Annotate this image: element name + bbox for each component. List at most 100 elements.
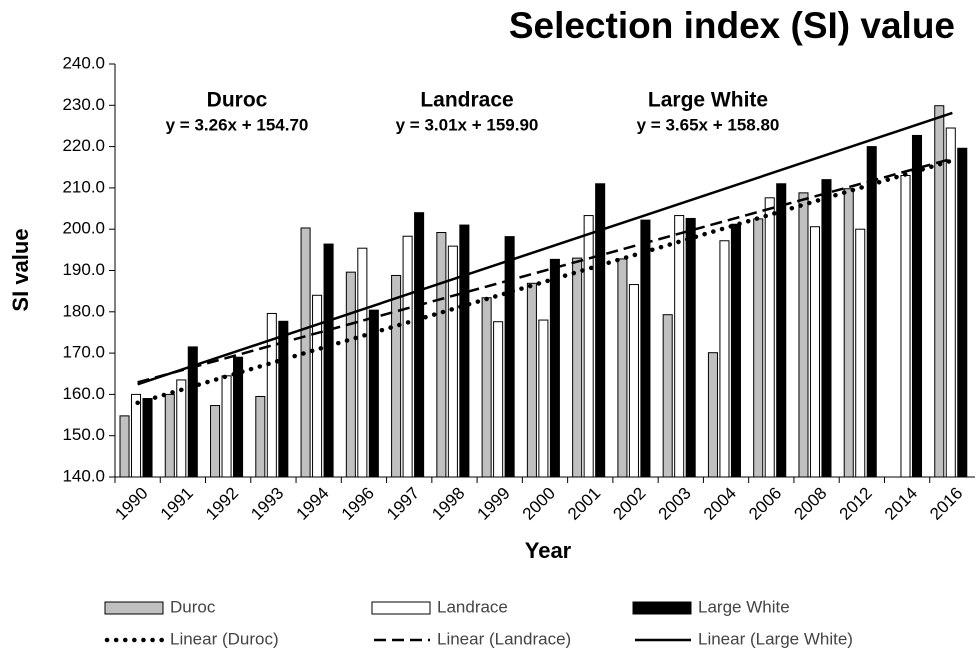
bar [730, 223, 741, 478]
bar [233, 356, 244, 478]
bar [753, 218, 764, 478]
bar [945, 127, 956, 478]
bar [266, 312, 277, 478]
bar [255, 395, 266, 478]
chart-title: Selection index (SI) value [509, 5, 955, 46]
series-header: Landrace [420, 89, 513, 112]
bar [707, 352, 718, 478]
y-tick-label: 240.0 [62, 53, 105, 72]
trendline [135, 158, 955, 406]
bar [402, 235, 413, 478]
legend-label: Landrace [437, 597, 508, 616]
bar [900, 175, 911, 478]
bar [662, 314, 673, 478]
x-tick-label: 1997 [383, 484, 423, 524]
y-tick-label: 170.0 [62, 343, 105, 362]
equation: y = 3.01x + 159.90 [396, 115, 539, 134]
bar [119, 415, 130, 478]
bar [221, 375, 232, 478]
bar [493, 321, 504, 478]
legend-label: Linear (Duroc) [170, 629, 279, 648]
bar [164, 393, 175, 478]
bar [368, 309, 379, 478]
bar [504, 236, 515, 478]
x-tick-label: 1992 [202, 484, 242, 524]
y-axis-label: SI value [8, 228, 33, 311]
y-tick-label: 220.0 [62, 136, 105, 155]
x-tick-label: 1996 [338, 484, 378, 524]
y-tick-label: 210.0 [62, 177, 105, 196]
bar [855, 228, 866, 478]
x-tick-label: 2004 [700, 484, 740, 524]
x-tick-label: 1994 [293, 484, 333, 524]
bar [911, 134, 923, 478]
x-tick-label: 2002 [609, 484, 649, 524]
bar [210, 405, 221, 478]
x-tick-label: 2003 [655, 484, 695, 524]
bar [628, 284, 639, 478]
bar [131, 393, 142, 478]
bar [187, 346, 198, 478]
bar [764, 197, 775, 478]
y-tick-label: 150.0 [62, 425, 105, 444]
bar [391, 274, 402, 478]
bar [583, 215, 594, 478]
x-tick-label: 1993 [247, 484, 287, 524]
x-tick-label: 1999 [474, 484, 514, 524]
bar [345, 271, 356, 478]
legend-label: Linear (Large White) [698, 629, 853, 648]
y-tick-label: 200.0 [62, 219, 105, 238]
y-tick-label: 180.0 [62, 301, 105, 320]
trendline [137, 157, 953, 384]
y-tick-label: 230.0 [62, 95, 105, 114]
bar [176, 379, 187, 478]
bar [866, 146, 877, 478]
bar [414, 212, 425, 478]
bar [278, 320, 289, 478]
x-tick-label: 2008 [790, 484, 830, 524]
bar [447, 245, 458, 478]
x-axis-label: Year [525, 538, 572, 563]
bar [357, 247, 368, 478]
x-tick-label: 2000 [519, 484, 559, 524]
bar [957, 147, 968, 478]
series-header: Duroc [207, 89, 268, 112]
bar [481, 297, 492, 478]
bar [821, 179, 832, 478]
bar [300, 227, 311, 478]
legend-swatch [632, 601, 692, 615]
y-tick-label: 140.0 [62, 466, 105, 485]
equation: y = 3.26x + 154.70 [166, 115, 309, 134]
bar [595, 183, 606, 478]
bar [843, 188, 854, 478]
bar [436, 232, 447, 478]
x-tick-label: 2014 [881, 484, 921, 524]
bar [549, 258, 560, 478]
bar [617, 258, 628, 478]
x-tick-label: 1998 [428, 484, 468, 524]
bar [674, 215, 685, 478]
bar [526, 282, 537, 478]
equation: y = 3.65x + 158.80 [637, 115, 780, 134]
bar [685, 217, 696, 478]
bar [719, 240, 730, 478]
x-tick-label: 2016 [926, 484, 966, 524]
bar [538, 319, 549, 478]
x-tick-label: 2006 [745, 484, 785, 524]
y-tick-label: 190.0 [62, 260, 105, 279]
trendline [137, 111, 953, 386]
bar [640, 219, 651, 478]
bar [142, 398, 153, 478]
x-tick-label: 1991 [157, 484, 197, 524]
bar [934, 105, 945, 478]
bar [798, 192, 809, 478]
legend-label: Large White [698, 597, 790, 616]
legend-swatch [104, 601, 164, 615]
bar [809, 226, 821, 478]
x-tick-label: 2012 [836, 484, 876, 524]
series-header: Large White [648, 89, 768, 112]
y-tick-label: 160.0 [62, 384, 105, 403]
x-tick-label: 2001 [564, 484, 604, 524]
bar [459, 224, 470, 478]
